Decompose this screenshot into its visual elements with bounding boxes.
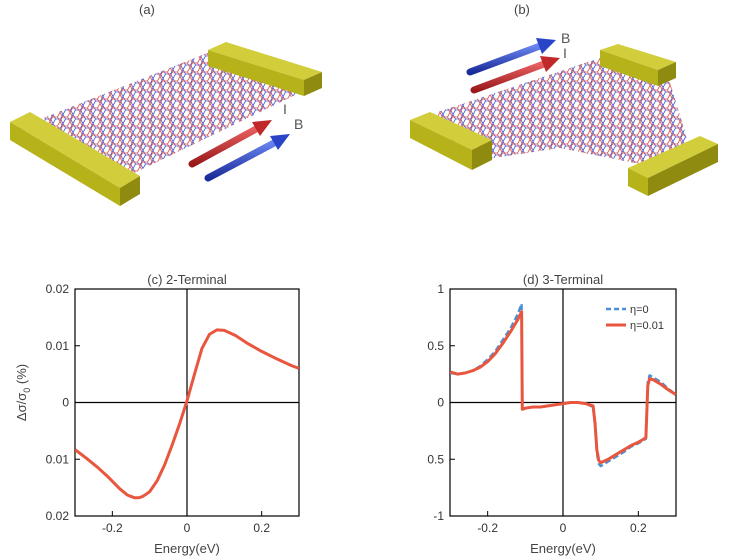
x-tick-label: 0 — [184, 521, 191, 535]
y-axis-label: Δσ/σ0 (%) — [14, 364, 32, 421]
y-tick-label: 0 — [62, 396, 69, 410]
label-B-b: B — [561, 30, 570, 46]
y-tick-label: 0.01 — [46, 452, 70, 466]
x-tick-label: 0.2 — [253, 521, 270, 535]
arrow-field-b — [466, 38, 556, 76]
chart-2-terminal: -0.2 0 0.2 0.02 0.01 0 0.01 0.02 (c) 2-Terminal E… — [14, 272, 300, 556]
chart-title: (c) 2-Terminal — [147, 272, 227, 287]
y-tick-label: 1 — [437, 282, 444, 296]
y-tick-label: 0.02 — [46, 282, 70, 296]
panel-b-label: (b) — [514, 2, 530, 17]
series-line-s0 — [75, 328, 299, 500]
label-B-a: B — [294, 116, 303, 132]
y-tick-label: 0.5 — [427, 339, 444, 353]
electrode-b-top — [600, 44, 676, 86]
series-line-001 — [450, 310, 676, 465]
electrode-a-left — [10, 112, 140, 206]
legend-label: η=0.01 — [630, 320, 664, 332]
x-tick-label: 0.2 — [630, 521, 647, 535]
electrode-b-right — [628, 136, 718, 196]
x-tick-label: 0 — [560, 521, 567, 535]
y-tick-label: 0.01 — [46, 339, 70, 353]
electrode-a-right — [208, 42, 322, 96]
x-tick-label: -0.2 — [477, 521, 498, 535]
y-tick-label: 0.02 — [46, 509, 70, 523]
x-axis-label: Energy(eV) — [530, 541, 596, 556]
chart-3-terminal: -0.2 0 0.2 1 0.5 0 0.5 -1 (d) 3-Terminal Energy(e… — [427, 272, 677, 556]
graphene-sheet-a — [18, 52, 318, 176]
chart-title: (d) 3-Terminal — [523, 272, 603, 287]
graphene-sheet-b — [420, 56, 688, 164]
arrow-current-a — [188, 120, 272, 168]
legend-label: η=0 — [630, 304, 649, 316]
x-tick-label: -0.2 — [102, 521, 123, 535]
y-tick-label: 0 — [437, 396, 444, 410]
y-tick-label: 0.5 — [427, 452, 444, 466]
electrode-b-left — [410, 112, 492, 170]
label-I-b: I — [563, 45, 567, 61]
label-I-a: I — [283, 101, 287, 117]
panel-a-label: (a) — [139, 2, 155, 17]
arrow-field-a — [204, 134, 290, 182]
arrow-current-b — [470, 56, 560, 94]
device-illustrations: I B B I — [10, 30, 718, 206]
y-tick-label: -1 — [433, 509, 444, 523]
x-axis-label: Energy(eV) — [154, 541, 220, 556]
